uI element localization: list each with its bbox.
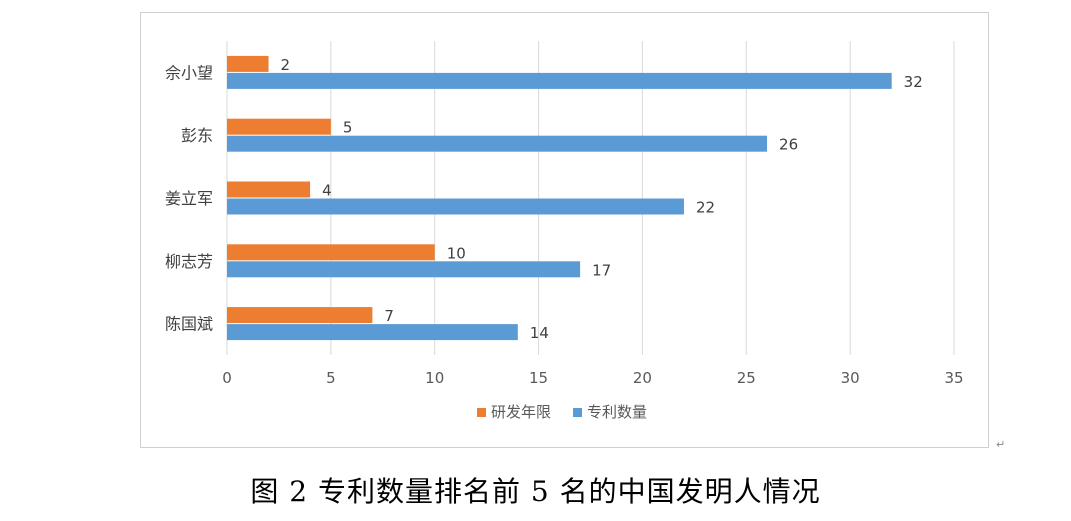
bar-patents [227,261,581,278]
chart-frame: 0 5 10 15 20 25 30 35 佘小望 2 32 彭东 5 26 姜立军 4 22 柳志芳 10 17 陈国… [140,12,989,448]
category-label: 柳志芳 [165,252,213,271]
bar-research-years [227,118,331,135]
bar-research-years [227,307,373,324]
data-label: 4 [322,182,332,200]
x-tick-label: 30 [841,369,860,387]
x-tick-label: 20 [633,369,652,387]
x-tick-label: 0 [222,369,232,387]
legend-label: 专利数量 [587,403,647,421]
paragraph-mark: ↵ [996,438,1006,451]
data-label: 22 [696,199,715,217]
bar-patents [227,135,768,152]
figure-caption: 图 2 专利数量排名前 5 名的中国发明人情况 [250,475,821,508]
data-label: 10 [447,244,466,262]
data-label: 5 [343,119,353,137]
category-label: 姜立军 [165,189,213,208]
data-label: 14 [530,324,549,342]
bar-research-years [227,181,311,198]
data-label: 2 [281,56,291,74]
bar-patents [227,324,518,341]
category-label: 彭东 [181,126,213,145]
legend-label: 研发年限 [491,403,551,421]
x-tick-label: 10 [425,369,444,387]
data-label: 7 [384,307,394,325]
x-tick-label: 35 [944,369,963,387]
bar-chart: 0 5 10 15 20 25 30 35 佘小望 2 32 彭东 5 26 姜立军 4 22 柳志芳 10 17 陈国… [165,41,964,421]
legend-swatch [477,408,486,417]
x-tick-label: 5 [326,369,336,387]
bar-research-years [227,55,269,72]
x-tick-label: 25 [737,369,756,387]
data-label: 17 [592,261,611,279]
data-label: 26 [779,136,798,154]
x-tick-label: 15 [529,369,548,387]
bar-patents [227,198,684,215]
data-label: 32 [904,73,923,91]
legend-swatch [573,408,582,417]
category-label: 佘小望 [165,63,213,82]
category-label: 陈国斌 [165,315,213,334]
bar-patents [227,72,892,89]
bar-research-years [227,244,435,261]
